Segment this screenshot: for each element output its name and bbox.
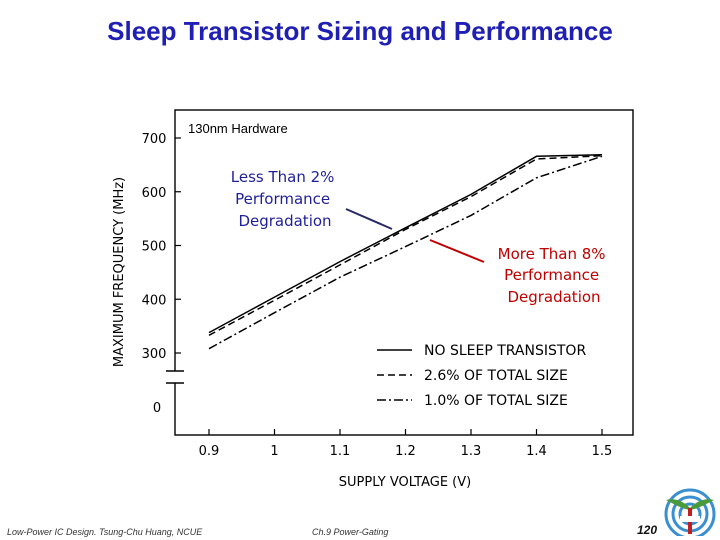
y-tick-label: 700 <box>142 132 167 147</box>
y-tick-label: 300 <box>142 347 167 362</box>
legend-label: NO SLEEP TRANSISTOR <box>424 343 586 359</box>
annotation-more-than-8-line-2: Performance <box>504 266 599 284</box>
x-axis-ticks: 0.9 1 1.1 1.2 1.3 1.4 1.5 <box>199 429 613 459</box>
y-axis-ticks: 300 400 500 600 700 <box>142 132 181 362</box>
legend-label: 1.0% OF TOTAL SIZE <box>424 393 568 409</box>
footer-chapter: Ch.9 Power-Gating <box>312 527 389 537</box>
x-tick-label: 1.5 <box>592 444 613 459</box>
x-tick-label: 1.1 <box>330 444 351 459</box>
annotation-less-than-2-line-1: Less Than 2% <box>231 168 335 186</box>
footer-author: Low-Power IC Design. Tsung-Chu Huang, NC… <box>7 527 203 537</box>
y-tick-label: 500 <box>142 240 167 255</box>
axis-break-gap <box>166 371 184 383</box>
plot-frame <box>174 109 634 436</box>
annotation-less-than-2-line-2: Performance <box>235 190 330 208</box>
legend: NO SLEEP TRANSISTOR 2.6% OF TOTAL SIZE 1.0… <box>377 343 586 409</box>
annotation-less-than-2-pointer <box>345 208 393 230</box>
annotation-more-than-8-line-1: More Than 8% <box>498 245 606 263</box>
series-line-3 <box>208 155 603 350</box>
series-line-1 <box>208 153 603 334</box>
annotation-more-than-8-pointer <box>429 239 485 263</box>
annotation-more-than-8: More Than 8% Performance Degradation <box>498 245 611 306</box>
legend-label: 2.6% OF TOTAL SIZE <box>424 368 568 384</box>
x-tick-label: 1 <box>270 444 278 459</box>
page-number: 120 <box>637 523 658 537</box>
annotation-hardware: 130nm Hardware <box>188 121 288 136</box>
slide-title: Sleep Transistor Sizing and Performance <box>107 16 613 46</box>
y-axis-label: MAXIMUM FREQUENCY (MHz) <box>112 177 127 367</box>
x-tick-label: 0.9 <box>199 444 220 459</box>
y-axis-break-label: 0 <box>153 401 161 416</box>
x-tick-label: 1.2 <box>395 444 416 459</box>
y-tick-label: 600 <box>142 186 167 201</box>
series-lines <box>208 153 603 350</box>
annotation-less-than-2-line-3: Degradation <box>238 212 331 230</box>
x-tick-label: 1.4 <box>526 444 547 459</box>
university-logo-icon <box>664 488 716 536</box>
x-tick-label: 1.3 <box>461 444 482 459</box>
annotation-less-than-2: Less Than 2% Performance Degradation <box>231 168 339 230</box>
annotation-more-than-8-line-3: Degradation <box>507 288 600 306</box>
series-line-2 <box>208 154 603 336</box>
x-axis-label: SUPPLY VOLTAGE (V) <box>339 475 471 490</box>
y-tick-label: 400 <box>142 293 167 308</box>
